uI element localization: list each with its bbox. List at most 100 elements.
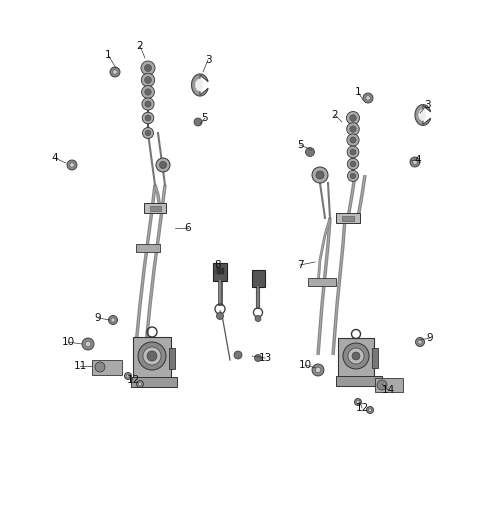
- Bar: [336, 213, 360, 223]
- Bar: [336, 376, 382, 386]
- Circle shape: [67, 160, 77, 170]
- Circle shape: [377, 380, 387, 390]
- Circle shape: [144, 77, 151, 83]
- Circle shape: [416, 337, 424, 347]
- Bar: [213, 263, 227, 281]
- Bar: [136, 244, 160, 252]
- Bar: [131, 377, 177, 387]
- Text: 9: 9: [427, 333, 433, 343]
- Circle shape: [413, 160, 417, 164]
- Text: 8: 8: [215, 260, 221, 270]
- Text: 5: 5: [202, 113, 208, 123]
- Circle shape: [145, 115, 151, 121]
- Circle shape: [138, 342, 166, 370]
- Bar: [372, 348, 378, 368]
- Text: 7: 7: [297, 260, 303, 270]
- Bar: [169, 348, 175, 369]
- Circle shape: [347, 146, 359, 158]
- Circle shape: [254, 354, 262, 361]
- Polygon shape: [415, 104, 431, 125]
- Circle shape: [142, 112, 154, 124]
- Circle shape: [145, 89, 151, 95]
- Text: 3: 3: [424, 100, 430, 110]
- Text: 5: 5: [297, 140, 303, 150]
- Polygon shape: [195, 79, 203, 91]
- Circle shape: [350, 126, 356, 132]
- Circle shape: [348, 170, 359, 181]
- Circle shape: [350, 173, 356, 179]
- Circle shape: [367, 407, 373, 414]
- Circle shape: [141, 61, 155, 75]
- Circle shape: [156, 158, 170, 172]
- Circle shape: [255, 315, 261, 322]
- Circle shape: [410, 157, 420, 167]
- Circle shape: [305, 147, 314, 157]
- Circle shape: [315, 367, 321, 373]
- Text: 4: 4: [415, 155, 421, 165]
- Circle shape: [234, 351, 242, 359]
- Polygon shape: [192, 74, 208, 96]
- Circle shape: [194, 118, 202, 126]
- Circle shape: [111, 318, 115, 322]
- Bar: [92, 360, 122, 375]
- Circle shape: [418, 340, 422, 344]
- Circle shape: [216, 312, 224, 319]
- Bar: [308, 278, 336, 286]
- Circle shape: [110, 67, 120, 77]
- Circle shape: [143, 347, 161, 365]
- Bar: [252, 269, 264, 287]
- Bar: [149, 205, 160, 210]
- Text: 2: 2: [137, 41, 144, 51]
- Circle shape: [95, 362, 105, 372]
- Circle shape: [144, 65, 152, 72]
- Circle shape: [352, 352, 360, 360]
- Text: 12: 12: [126, 375, 140, 385]
- Circle shape: [350, 149, 356, 155]
- Circle shape: [350, 115, 356, 121]
- Circle shape: [348, 158, 359, 169]
- Circle shape: [108, 315, 118, 325]
- Text: 14: 14: [382, 385, 395, 395]
- Circle shape: [70, 163, 74, 167]
- Text: 12: 12: [355, 403, 369, 413]
- Circle shape: [357, 400, 360, 403]
- Circle shape: [138, 382, 142, 386]
- Bar: [133, 337, 171, 379]
- Circle shape: [350, 137, 356, 143]
- Bar: [338, 338, 374, 378]
- Text: 3: 3: [204, 55, 211, 65]
- Circle shape: [363, 93, 373, 103]
- Circle shape: [142, 86, 155, 98]
- Circle shape: [82, 338, 94, 350]
- Text: 4: 4: [52, 153, 58, 163]
- Text: 6: 6: [185, 223, 192, 233]
- Text: 10: 10: [61, 337, 74, 347]
- Circle shape: [316, 171, 324, 179]
- Bar: [144, 203, 166, 213]
- Text: 13: 13: [258, 353, 272, 363]
- Circle shape: [136, 380, 144, 388]
- Bar: [375, 378, 403, 392]
- Text: 11: 11: [73, 361, 86, 371]
- Circle shape: [347, 112, 360, 124]
- Circle shape: [159, 161, 167, 168]
- Polygon shape: [419, 109, 426, 121]
- Text: 10: 10: [299, 360, 312, 370]
- Circle shape: [85, 342, 91, 347]
- Text: 9: 9: [95, 313, 101, 323]
- Circle shape: [142, 98, 154, 110]
- Circle shape: [348, 348, 364, 364]
- Bar: [342, 216, 354, 221]
- Circle shape: [312, 364, 324, 376]
- Circle shape: [312, 167, 328, 183]
- Circle shape: [366, 96, 370, 100]
- Circle shape: [141, 73, 155, 87]
- Bar: [216, 267, 224, 273]
- Circle shape: [350, 161, 356, 167]
- Circle shape: [124, 373, 132, 379]
- Circle shape: [113, 70, 117, 74]
- Text: 2: 2: [332, 110, 338, 120]
- Circle shape: [126, 374, 130, 377]
- Text: 1: 1: [105, 50, 111, 60]
- Circle shape: [145, 101, 151, 107]
